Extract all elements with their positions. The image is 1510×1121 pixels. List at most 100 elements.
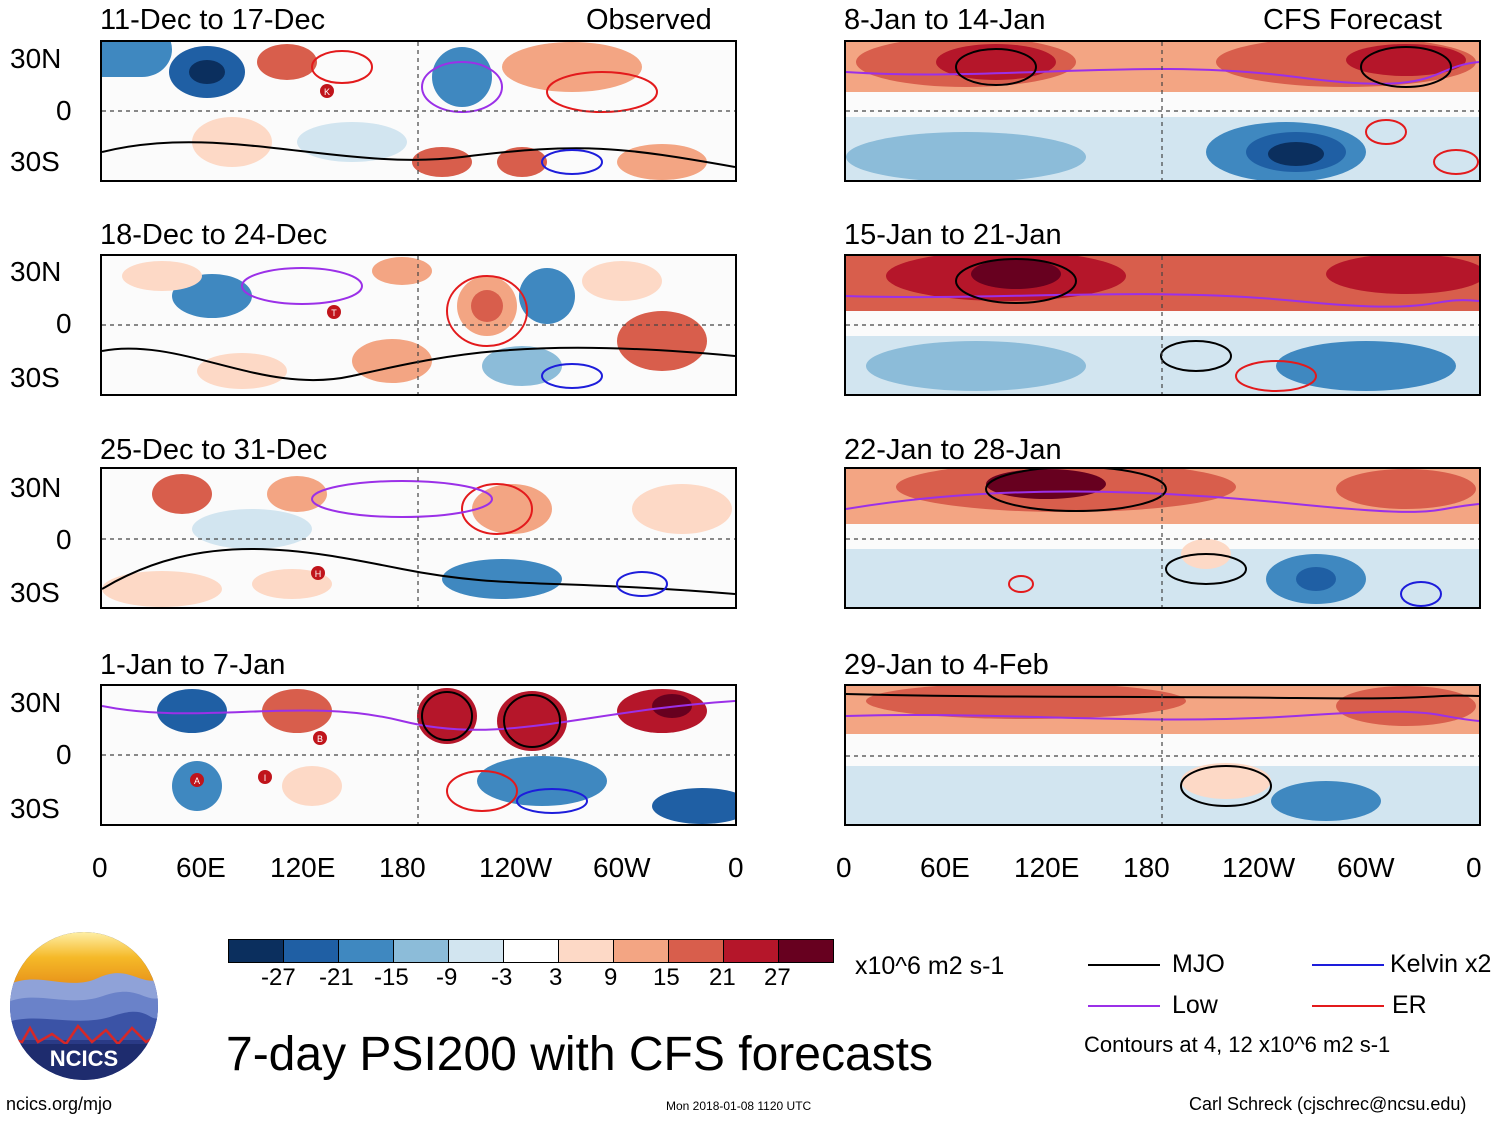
er-contour	[1433, 149, 1479, 175]
author-credit: Carl Schreck (cjschrec@ncsu.edu)	[1189, 1094, 1467, 1114]
colorbar-tick-label: -21	[319, 964, 354, 991]
anomaly-blob	[282, 766, 342, 806]
anomaly-blob	[502, 42, 642, 92]
legend-label-kelvin: Kelvin x2	[1390, 950, 1492, 978]
tropical-cyclone-label: H	[315, 569, 322, 579]
panel-title-1: 11-Dec to 17-Dec	[100, 4, 326, 36]
anomaly-blob	[519, 268, 575, 324]
anomaly-blob	[1336, 686, 1476, 726]
map-panel-5	[844, 40, 1481, 182]
mjo-contour	[102, 141, 735, 168]
tropical-cyclone-label: I	[264, 773, 267, 783]
colorbar-tick-label: -15	[374, 964, 409, 991]
y-tick-30n: 30N	[10, 687, 62, 718]
tropical-cyclone-marker	[313, 731, 327, 745]
mjo-contour	[1360, 46, 1452, 88]
anomaly-blob	[582, 261, 662, 301]
panel-title-4: 1-Jan to 7-Jan	[100, 649, 286, 681]
kelvin-contour	[541, 149, 603, 175]
x-tick: 120E	[1014, 852, 1080, 883]
map-panel-8	[844, 684, 1481, 826]
anomaly-blob	[1181, 763, 1271, 799]
kelvin-contour	[616, 571, 668, 597]
anomaly-blob	[257, 44, 317, 80]
colorbar-tick-label: -27	[261, 964, 296, 991]
anomaly-blob	[477, 756, 607, 806]
anomaly-blob	[866, 686, 1186, 719]
anomaly-blob	[102, 42, 172, 77]
anomaly-blob	[372, 257, 432, 285]
kelvin-contour	[1400, 581, 1442, 607]
colorbar-bin-1	[283, 940, 338, 962]
anomaly-blob	[617, 144, 707, 180]
y-tick-0: 0	[56, 524, 72, 555]
tropical-cyclone-label: B	[317, 734, 323, 744]
colorbar-ticks: -27 -21 -15 -9 -3 3 9 15 21 27	[228, 966, 832, 996]
er-contour	[311, 50, 373, 84]
low-contour	[846, 293, 1479, 308]
panel-title-2: 18-Dec to 24-Dec	[100, 219, 328, 251]
tropical-cyclone-marker	[258, 770, 272, 784]
panel-title-7: 22-Jan to 28-Jan	[844, 434, 1062, 466]
map-panel-2-svg: T	[102, 256, 735, 394]
map-panel-1-svg: K	[102, 42, 735, 180]
anomaly-blob	[1336, 469, 1476, 509]
anomaly-blob	[936, 44, 1056, 80]
anomaly-blob	[152, 474, 212, 514]
anomaly-blob	[632, 484, 732, 534]
tropical-cyclone-label: K	[324, 87, 330, 97]
anomaly-blob	[412, 147, 472, 177]
tropical-cyclone-marker	[311, 566, 325, 580]
anomaly-blob	[497, 691, 567, 751]
anomaly-blob	[1296, 567, 1336, 591]
legend-line-low	[1088, 1005, 1160, 1007]
colorbar-bin-8	[668, 940, 723, 962]
anomaly-blob	[157, 689, 227, 733]
colorbar-bin-9	[723, 940, 778, 962]
anomaly-blob	[652, 788, 735, 824]
legend-line-er	[1312, 1005, 1384, 1007]
anomaly-blob	[866, 341, 1086, 391]
mjo-contour	[102, 346, 735, 381]
site-url[interactable]: ncics.org/mjo	[6, 1094, 113, 1114]
y-tick-30n: 30N	[10, 256, 62, 287]
mjo-contour	[503, 694, 561, 748]
map-panel-5-svg	[846, 42, 1479, 180]
anomaly-blob	[1268, 142, 1324, 166]
y-tick-30s: 30S	[10, 362, 60, 393]
observed-label: Observed	[586, 4, 712, 36]
y-tick-0: 0	[56, 308, 72, 339]
x-tick: 0	[1466, 852, 1482, 883]
map-panel-6	[844, 254, 1481, 396]
anomaly-blob	[617, 311, 707, 371]
colorbar-tick-label: 9	[604, 964, 618, 991]
er-contour	[461, 483, 533, 535]
ncics-logo-svg: NCICS	[10, 932, 158, 1080]
units-label: x10^6 m2 s-1	[855, 952, 1005, 980]
low-contour	[846, 61, 1479, 85]
y-tick-30s: 30S	[10, 793, 60, 824]
mjo-contour	[955, 258, 1077, 304]
legend-label-er: ER	[1392, 991, 1427, 1019]
colorbar-tick-label: 27	[764, 964, 791, 991]
tropical-cyclone-label: T	[331, 308, 337, 318]
er-contour	[446, 770, 518, 812]
mjo-contour	[102, 548, 735, 595]
map-panel-8-svg	[846, 686, 1479, 824]
colorbar-bin-7	[613, 940, 668, 962]
mjo-contour	[846, 693, 1479, 700]
tropical-cyclone-marker	[190, 773, 204, 787]
x-tick: 0	[92, 852, 108, 883]
anomaly-blob	[192, 509, 312, 549]
anomaly-blob	[102, 571, 222, 607]
panel-title-6: 15-Jan to 21-Jan	[844, 219, 1062, 251]
colorbar-tick-label: 3	[549, 964, 563, 991]
mjo-contour	[1180, 765, 1272, 807]
er-contour	[546, 71, 658, 113]
low-contour	[102, 700, 735, 731]
low-contour	[241, 267, 363, 305]
y-tick-30s: 30S	[10, 146, 60, 177]
panel-title-8: 29-Jan to 4-Feb	[844, 649, 1049, 681]
colorbar-bin-5	[503, 940, 558, 962]
kelvin-contour	[541, 363, 603, 389]
